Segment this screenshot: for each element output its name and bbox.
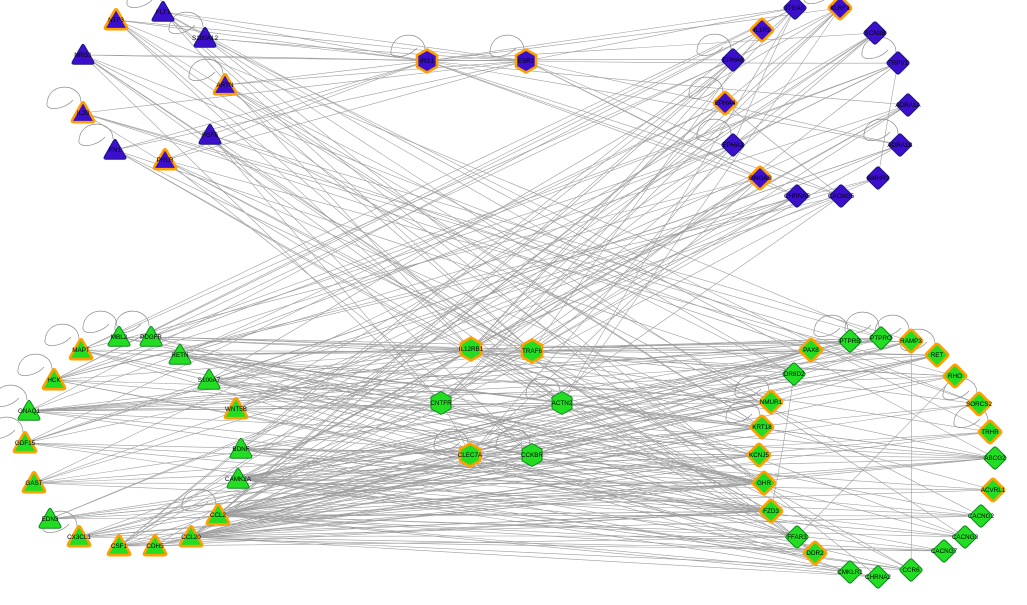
svg-text:TRHR: TRHR (981, 429, 999, 436)
svg-text:CMKLR1: CMKLR1 (837, 569, 863, 576)
svg-text:IL12RB1: IL12RB1 (459, 346, 484, 353)
svg-text:KCNJ5: KCNJ5 (749, 452, 769, 459)
svg-text:EPHA4: EPHA4 (715, 100, 736, 107)
svg-text:MAPT: MAPT (72, 347, 90, 354)
svg-text:HCK: HCK (47, 377, 61, 384)
svg-text:IL1R2: IL1R2 (754, 27, 771, 34)
svg-text:CHRNA5: CHRNA5 (784, 193, 810, 200)
svg-text:FGF6: FGF6 (202, 132, 219, 139)
svg-text:NRG1: NRG1 (74, 52, 92, 59)
svg-text:ADRA1B: ADRA1B (887, 142, 912, 149)
svg-text:CCKBR: CCKBR (521, 452, 543, 459)
svg-text:RETN: RETN (171, 352, 189, 359)
svg-text:FN1: FN1 (109, 147, 121, 154)
svg-text:FLT1: FLT1 (156, 9, 171, 16)
svg-text:CAMK2A: CAMK2A (225, 476, 252, 483)
svg-text:GNAQ1: GNAQ1 (18, 408, 41, 415)
svg-text:GNGA3: GNGA3 (749, 175, 772, 182)
svg-text:RET: RET (931, 352, 944, 359)
svg-text:CACNG2: CACNG2 (968, 513, 995, 520)
svg-text:SCN3B: SCN3B (865, 30, 886, 37)
svg-text:RHO: RHO (948, 373, 962, 380)
svg-text:CCL20: CCL20 (181, 534, 201, 541)
svg-text:GHR: GHR (757, 480, 771, 487)
svg-text:EPHA3: EPHA3 (723, 142, 744, 149)
svg-text:PRLR: PRLR (157, 157, 174, 164)
svg-text:CACNG7: CACNG7 (931, 548, 958, 555)
svg-text:WNT5B: WNT5B (225, 406, 247, 413)
svg-text:GAST: GAST (25, 480, 42, 487)
svg-text:S100A7: S100A7 (198, 377, 221, 384)
svg-text:KRT18: KRT18 (752, 424, 772, 431)
svg-text:AMHR2: AMHR2 (867, 175, 890, 182)
svg-text:NTF3: NTF3 (108, 17, 124, 24)
svg-text:ABCG2: ABCG2 (984, 455, 1006, 462)
svg-text:EPHA6: EPHA6 (723, 57, 744, 64)
svg-text:ESR2: ESR2 (518, 58, 535, 65)
svg-text:IRS1: IRS1 (420, 58, 434, 65)
svg-text:PAX8: PAX8 (803, 347, 819, 354)
svg-text:BDNF: BDNF (232, 446, 249, 453)
svg-text:PTPRB: PTPRB (840, 338, 861, 345)
svg-text:SORCS2: SORCS2 (966, 401, 992, 408)
svg-text:S100A12: S100A12 (192, 35, 218, 42)
svg-text:CHRNA2: CHRNA2 (865, 574, 891, 581)
svg-text:CCL2: CCL2 (210, 512, 227, 519)
svg-text:TRPV1: TRPV1 (888, 60, 909, 67)
svg-text:ACVRL1: ACVRL1 (981, 487, 1006, 494)
svg-text:ITGA8: ITGA8 (786, 5, 805, 12)
svg-text:EDN3: EDN3 (42, 516, 59, 523)
svg-text:CX3CL1: CX3CL1 (67, 534, 91, 541)
svg-text:CDH5: CDH5 (146, 543, 164, 550)
svg-text:ADRA1A: ADRA1A (895, 102, 921, 109)
svg-text:PTPRO: PTPRO (870, 335, 892, 342)
svg-text:FFAR3: FFAR3 (787, 534, 807, 541)
svg-text:ARTN: ARTN (216, 82, 233, 89)
svg-text:GDF15: GDF15 (15, 440, 36, 447)
svg-text:FZD3: FZD3 (763, 508, 779, 515)
svg-text:RAMP3: RAMP3 (900, 338, 922, 345)
svg-text:CCR6: CCR6 (902, 567, 920, 574)
svg-text:CACNG3: CACNG3 (952, 534, 979, 541)
svg-text:KLRF1: KLRF1 (830, 5, 850, 12)
svg-text:NMUR1: NMUR1 (760, 399, 783, 406)
svg-text:CLEC7A: CLEC7A (458, 452, 483, 459)
svg-text:PDGFB: PDGFB (140, 334, 162, 341)
svg-text:DDR2: DDR2 (806, 550, 824, 557)
svg-text:ACTN2: ACTN2 (552, 400, 573, 407)
svg-text:CSF1: CSF1 (111, 543, 128, 550)
svg-text:MBL2: MBL2 (111, 334, 128, 341)
svg-text:CNTFR: CNTFR (430, 400, 452, 407)
svg-text:OR8D2: OR8D2 (784, 371, 805, 378)
svg-text:IL20: IL20 (77, 110, 90, 117)
svg-text:TRAF6: TRAF6 (522, 348, 542, 355)
svg-text:CACNG5: CACNG5 (828, 193, 855, 200)
